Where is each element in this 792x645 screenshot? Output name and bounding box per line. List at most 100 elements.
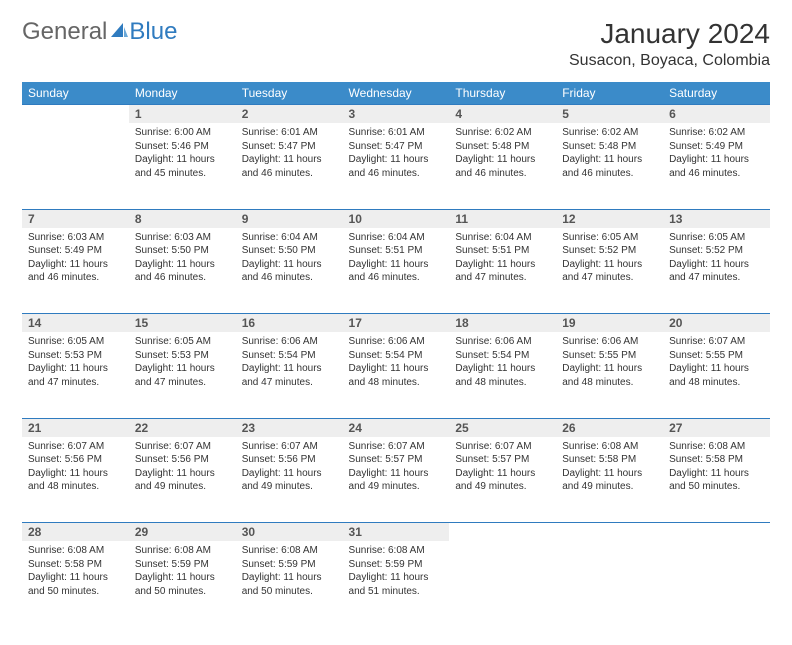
daylight-text-line2: and 48 minutes. xyxy=(669,376,764,390)
sunrise-text: Sunrise: 6:08 AM xyxy=(562,440,657,454)
sunrise-text: Sunrise: 6:08 AM xyxy=(349,544,444,558)
day-content-cell: Sunrise: 6:08 AMSunset: 5:58 PMDaylight:… xyxy=(556,437,663,523)
day-number-cell: 31 xyxy=(343,523,450,542)
sunrise-text: Sunrise: 6:02 AM xyxy=(455,126,550,140)
day-number-row: 14151617181920 xyxy=(22,314,770,333)
daylight-text-line2: and 49 minutes. xyxy=(242,480,337,494)
day-content-cell: Sunrise: 6:08 AMSunset: 5:58 PMDaylight:… xyxy=(663,437,770,523)
sunrise-text: Sunrise: 6:05 AM xyxy=(28,335,123,349)
daylight-text-line2: and 50 minutes. xyxy=(242,585,337,599)
daylight-text-line1: Daylight: 11 hours xyxy=(242,467,337,481)
sunrise-text: Sunrise: 6:08 AM xyxy=(669,440,764,454)
day-content-cell xyxy=(449,541,556,627)
daylight-text-line1: Daylight: 11 hours xyxy=(28,571,123,585)
day-number-cell: 3 xyxy=(343,105,450,124)
weekday-header-row: Sunday Monday Tuesday Wednesday Thursday… xyxy=(22,82,770,105)
day-number-cell xyxy=(663,523,770,542)
day-number-cell: 28 xyxy=(22,523,129,542)
day-number-cell: 23 xyxy=(236,418,343,437)
day-content-row: Sunrise: 6:00 AMSunset: 5:46 PMDaylight:… xyxy=(22,123,770,209)
daylight-text-line1: Daylight: 11 hours xyxy=(135,571,230,585)
day-number-cell: 4 xyxy=(449,105,556,124)
daylight-text-line1: Daylight: 11 hours xyxy=(669,467,764,481)
sunrise-text: Sunrise: 6:06 AM xyxy=(455,335,550,349)
logo: General Blue xyxy=(22,18,177,46)
sunset-text: Sunset: 5:49 PM xyxy=(28,244,123,258)
daylight-text-line1: Daylight: 11 hours xyxy=(562,258,657,272)
sunset-text: Sunset: 5:46 PM xyxy=(135,140,230,154)
sunset-text: Sunset: 5:59 PM xyxy=(135,558,230,572)
day-number-cell: 14 xyxy=(22,314,129,333)
day-number-cell: 19 xyxy=(556,314,663,333)
day-number-cell: 15 xyxy=(129,314,236,333)
sunrise-text: Sunrise: 6:03 AM xyxy=(28,231,123,245)
sunrise-text: Sunrise: 6:01 AM xyxy=(242,126,337,140)
sunset-text: Sunset: 5:56 PM xyxy=(242,453,337,467)
day-content-cell: Sunrise: 6:06 AMSunset: 5:54 PMDaylight:… xyxy=(449,332,556,418)
sunrise-text: Sunrise: 6:06 AM xyxy=(562,335,657,349)
sunset-text: Sunset: 5:47 PM xyxy=(242,140,337,154)
daylight-text-line1: Daylight: 11 hours xyxy=(28,467,123,481)
daylight-text-line2: and 46 minutes. xyxy=(349,167,444,181)
sunrise-text: Sunrise: 6:08 AM xyxy=(28,544,123,558)
daylight-text-line1: Daylight: 11 hours xyxy=(28,258,123,272)
day-content-cell: Sunrise: 6:01 AMSunset: 5:47 PMDaylight:… xyxy=(343,123,450,209)
logo-sail-icon xyxy=(109,18,129,46)
sunset-text: Sunset: 5:53 PM xyxy=(28,349,123,363)
sunset-text: Sunset: 5:56 PM xyxy=(28,453,123,467)
sunset-text: Sunset: 5:54 PM xyxy=(242,349,337,363)
day-content-cell: Sunrise: 6:08 AMSunset: 5:59 PMDaylight:… xyxy=(129,541,236,627)
sunset-text: Sunset: 5:54 PM xyxy=(455,349,550,363)
weekday-header: Friday xyxy=(556,82,663,105)
sunset-text: Sunset: 5:55 PM xyxy=(669,349,764,363)
day-content-row: Sunrise: 6:03 AMSunset: 5:49 PMDaylight:… xyxy=(22,228,770,314)
sunset-text: Sunset: 5:54 PM xyxy=(349,349,444,363)
daylight-text-line2: and 48 minutes. xyxy=(562,376,657,390)
daylight-text-line2: and 46 minutes. xyxy=(669,167,764,181)
day-number-cell: 9 xyxy=(236,209,343,228)
day-number-cell: 5 xyxy=(556,105,663,124)
sunset-text: Sunset: 5:58 PM xyxy=(562,453,657,467)
day-content-cell: Sunrise: 6:03 AMSunset: 5:50 PMDaylight:… xyxy=(129,228,236,314)
sunrise-text: Sunrise: 6:07 AM xyxy=(28,440,123,454)
day-content-cell: Sunrise: 6:04 AMSunset: 5:51 PMDaylight:… xyxy=(343,228,450,314)
day-content-cell xyxy=(22,123,129,209)
day-number-cell: 27 xyxy=(663,418,770,437)
sunrise-text: Sunrise: 6:02 AM xyxy=(562,126,657,140)
sunrise-text: Sunrise: 6:04 AM xyxy=(455,231,550,245)
daylight-text-line2: and 47 minutes. xyxy=(242,376,337,390)
day-content-cell: Sunrise: 6:04 AMSunset: 5:51 PMDaylight:… xyxy=(449,228,556,314)
day-content-cell: Sunrise: 6:05 AMSunset: 5:53 PMDaylight:… xyxy=(129,332,236,418)
sunrise-text: Sunrise: 6:06 AM xyxy=(242,335,337,349)
daylight-text-line2: and 50 minutes. xyxy=(28,585,123,599)
daylight-text-line1: Daylight: 11 hours xyxy=(562,467,657,481)
sunrise-text: Sunrise: 6:07 AM xyxy=(455,440,550,454)
day-content-cell: Sunrise: 6:08 AMSunset: 5:58 PMDaylight:… xyxy=(22,541,129,627)
day-number-cell: 18 xyxy=(449,314,556,333)
sunset-text: Sunset: 5:48 PM xyxy=(455,140,550,154)
daylight-text-line2: and 50 minutes. xyxy=(669,480,764,494)
daylight-text-line2: and 47 minutes. xyxy=(28,376,123,390)
sunrise-text: Sunrise: 6:00 AM xyxy=(135,126,230,140)
day-number-cell: 30 xyxy=(236,523,343,542)
daylight-text-line2: and 45 minutes. xyxy=(135,167,230,181)
daylight-text-line1: Daylight: 11 hours xyxy=(669,362,764,376)
day-content-row: Sunrise: 6:07 AMSunset: 5:56 PMDaylight:… xyxy=(22,437,770,523)
daylight-text-line2: and 47 minutes. xyxy=(562,271,657,285)
daylight-text-line2: and 48 minutes. xyxy=(28,480,123,494)
sunset-text: Sunset: 5:58 PM xyxy=(669,453,764,467)
daylight-text-line2: and 46 minutes. xyxy=(562,167,657,181)
sunrise-text: Sunrise: 6:07 AM xyxy=(135,440,230,454)
sunrise-text: Sunrise: 6:08 AM xyxy=(242,544,337,558)
sunrise-text: Sunrise: 6:06 AM xyxy=(349,335,444,349)
weekday-header: Saturday xyxy=(663,82,770,105)
daylight-text-line2: and 49 minutes. xyxy=(135,480,230,494)
day-content-cell: Sunrise: 6:00 AMSunset: 5:46 PMDaylight:… xyxy=(129,123,236,209)
sunrise-text: Sunrise: 6:05 AM xyxy=(135,335,230,349)
daylight-text-line2: and 47 minutes. xyxy=(669,271,764,285)
sunset-text: Sunset: 5:57 PM xyxy=(349,453,444,467)
day-content-cell: Sunrise: 6:02 AMSunset: 5:48 PMDaylight:… xyxy=(556,123,663,209)
sunrise-text: Sunrise: 6:01 AM xyxy=(349,126,444,140)
weekday-header: Monday xyxy=(129,82,236,105)
location-subtitle: Susacon, Boyaca, Colombia xyxy=(569,52,770,70)
